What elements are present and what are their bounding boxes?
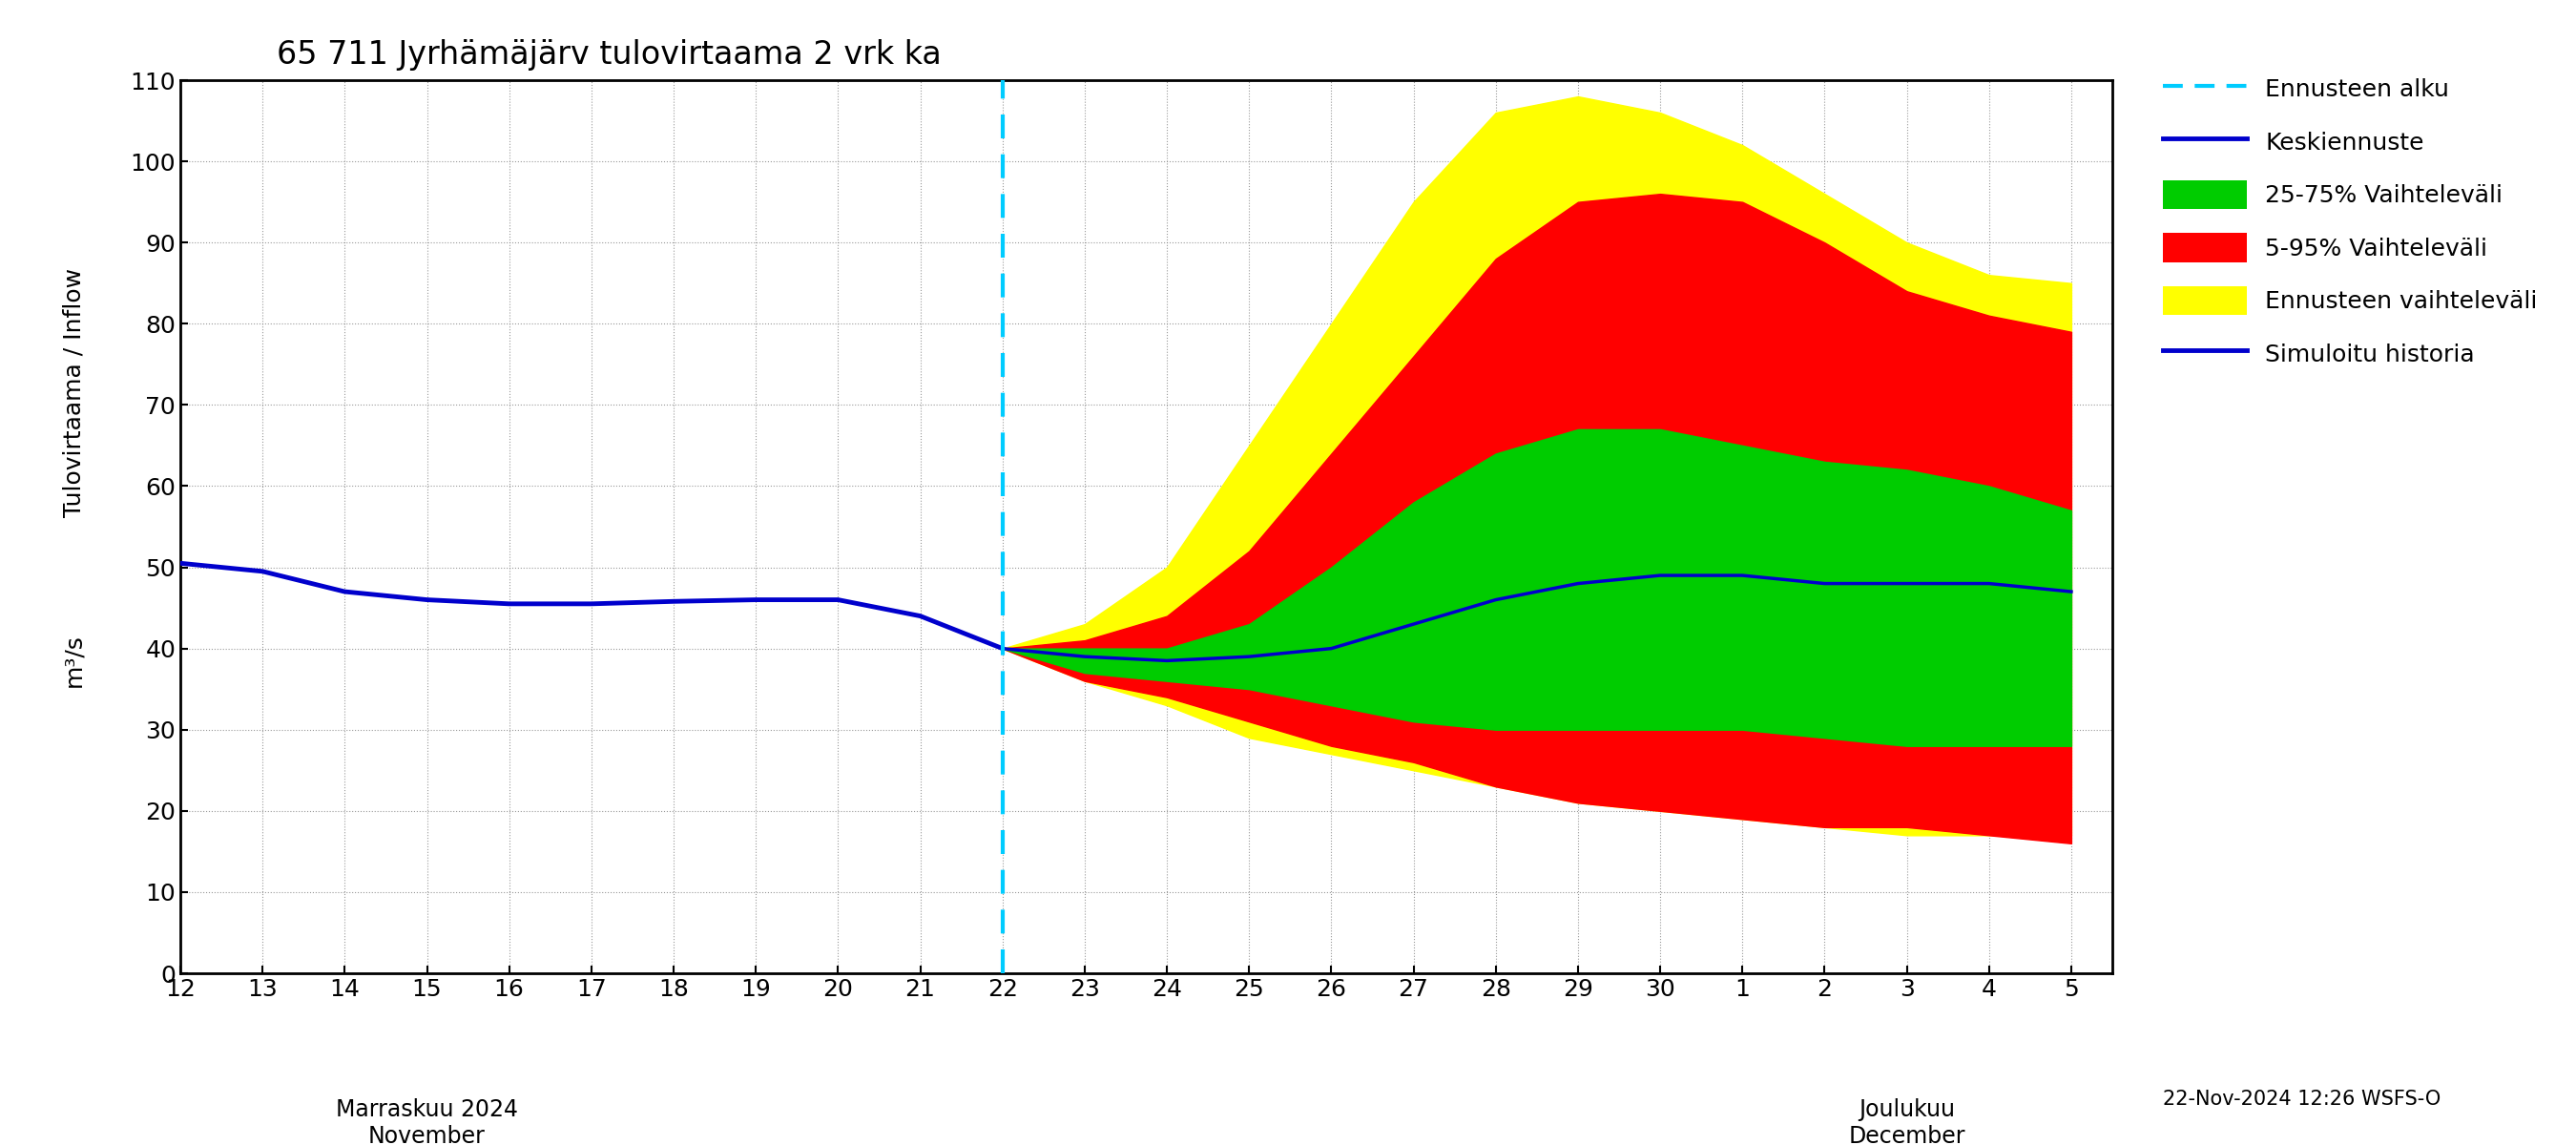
Text: Joulukuu
December: Joulukuu December [1850,1098,1965,1145]
Text: 22-Nov-2024 12:26 WSFS-O: 22-Nov-2024 12:26 WSFS-O [2164,1089,2439,1108]
Text: m³/s: m³/s [62,634,85,687]
Text: 65 711 Jyrhämäjärv tulovirtaama 2 vrk ka: 65 711 Jyrhämäjärv tulovirtaama 2 vrk ka [278,39,943,71]
Text: Tulovirtaama / Inflow: Tulovirtaama / Inflow [62,268,85,518]
Text: Marraskuu 2024
November: Marraskuu 2024 November [335,1098,518,1145]
Legend: Ennusteen alku, Keskiennuste, 25-75% Vaihteleväli, 5-95% Vaihteleväli, Ennusteen: Ennusteen alku, Keskiennuste, 25-75% Vai… [2164,74,2537,368]
